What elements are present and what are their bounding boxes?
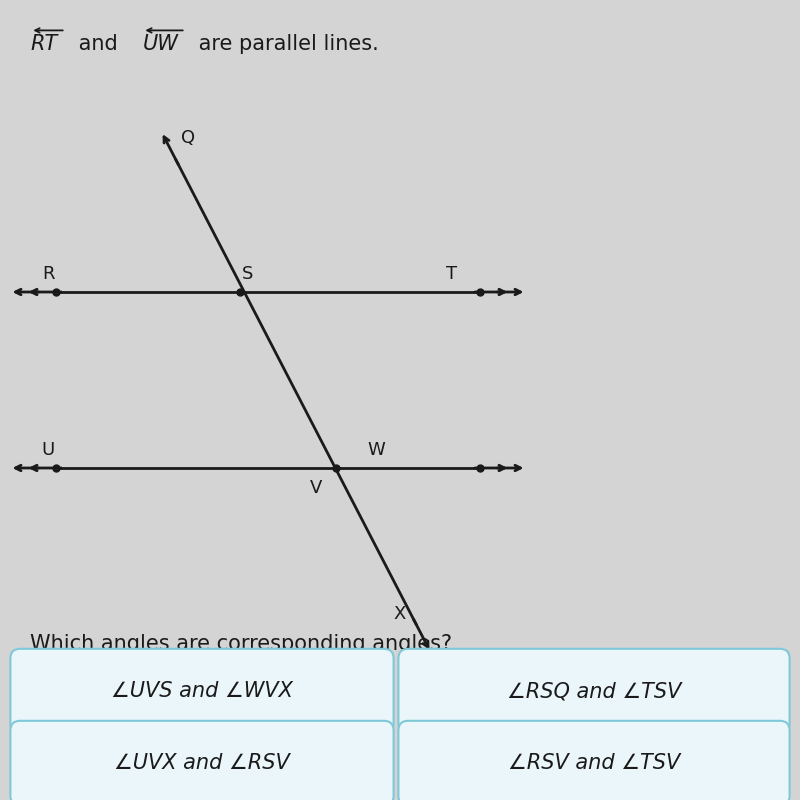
Text: ∠UVS and ∠WVX: ∠UVS and ∠WVX (111, 681, 293, 701)
Text: T: T (446, 265, 458, 282)
FancyBboxPatch shape (398, 649, 790, 734)
FancyBboxPatch shape (10, 649, 394, 734)
Text: S: S (242, 265, 254, 282)
Text: W: W (367, 441, 385, 458)
Text: V: V (310, 479, 322, 497)
Text: X: X (394, 606, 406, 623)
Text: ∠UVX and ∠RSV: ∠UVX and ∠RSV (114, 754, 290, 773)
Text: are parallel lines.: are parallel lines. (192, 34, 378, 54)
Text: Which angles are corresponding angles?: Which angles are corresponding angles? (30, 634, 453, 654)
FancyBboxPatch shape (398, 721, 790, 800)
Text: UW: UW (142, 34, 178, 54)
Text: ∠RSV and ∠TSV: ∠RSV and ∠TSV (508, 754, 680, 773)
Text: R: R (42, 265, 54, 282)
Text: ∠RSQ and ∠TSV: ∠RSQ and ∠TSV (507, 681, 681, 701)
Text: and: and (72, 34, 124, 54)
FancyBboxPatch shape (10, 721, 394, 800)
Text: RT: RT (30, 34, 58, 54)
Text: U: U (42, 441, 54, 458)
Text: Q: Q (181, 129, 195, 146)
